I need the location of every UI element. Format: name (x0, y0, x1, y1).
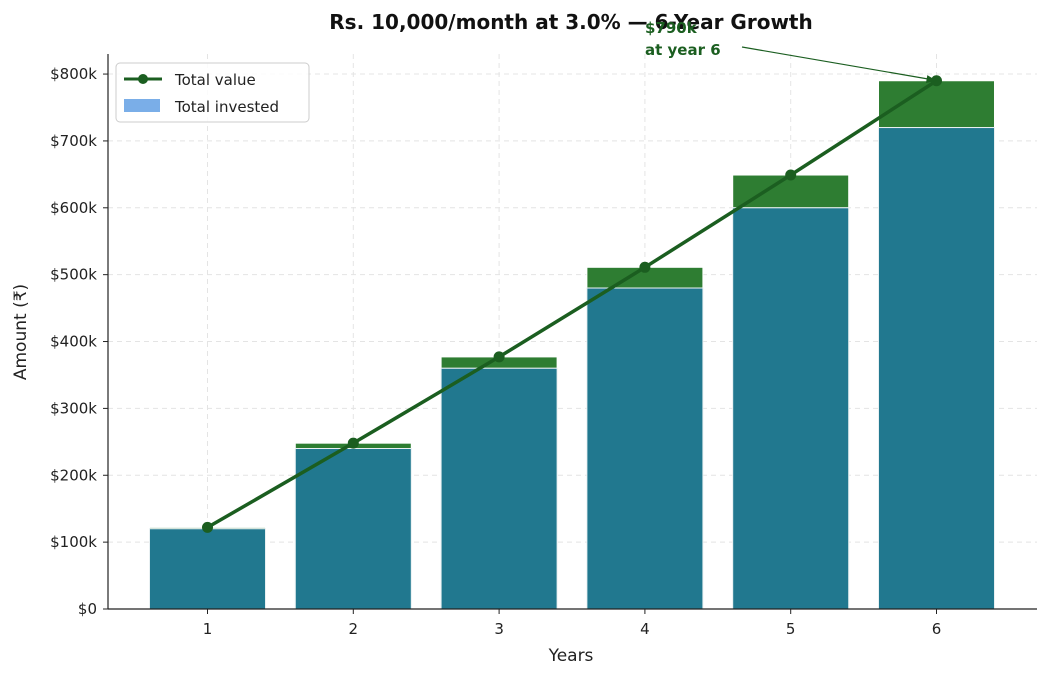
invested-bar (149, 528, 266, 610)
x-axis-title: Years (548, 646, 594, 666)
annotation: $790k at year 6 (645, 19, 937, 83)
x-tick-label: 1 (203, 620, 213, 638)
legend-total-value-marker (138, 74, 148, 84)
y-tick-label: $700k (50, 132, 97, 150)
invested-bar (440, 367, 558, 610)
bars (149, 80, 995, 610)
x-tick-label: 2 (349, 620, 359, 638)
total-value-line-group (202, 75, 942, 533)
growth-bar (878, 80, 995, 129)
x-tick-label: 5 (786, 620, 796, 638)
y-tick-label: $0 (78, 600, 97, 618)
total-value-point (202, 521, 213, 533)
y-tick-label: $100k (50, 533, 97, 551)
tick-labels: $0 $100k $200k $300k $400k $500k $600k $700k $80… (50, 65, 941, 638)
legend-label-total-invested: Total invested (174, 98, 279, 116)
total-value-line (206, 79, 938, 529)
annotation-value-label: $790k (645, 19, 698, 37)
total-value-point (785, 169, 797, 181)
legend-total-invested-swatch (124, 99, 160, 112)
axes (103, 54, 1037, 614)
legend-label-total-value: Total value (174, 71, 256, 89)
chart-title: Rs. 10,000/month at 3.0% — 6-Year Growth (329, 10, 812, 34)
total-value-point (639, 261, 651, 273)
total-value-point (347, 437, 359, 449)
x-tick-label: 3 (494, 620, 504, 638)
annotation-arrow (741, 46, 933, 81)
invested-bar (732, 207, 850, 610)
invested-bar (878, 127, 995, 610)
invested-bar (294, 448, 412, 610)
y-tick-label: $300k (50, 399, 97, 417)
y-tick-label: $200k (50, 466, 97, 484)
y-tick-label: $400k (50, 333, 97, 351)
x-tick-label: 6 (932, 620, 942, 638)
annotation-year-label: at year 6 (645, 41, 721, 59)
legend: Total value Total invested (115, 62, 310, 123)
legend-frame (115, 62, 310, 123)
annotation-arrow-head (925, 75, 937, 83)
y-tick-label: $800k (50, 65, 97, 83)
y-tick-label: $500k (50, 266, 97, 284)
x-tick-label: 4 (640, 620, 650, 638)
y-axis-title: Amount (₹) (11, 284, 31, 380)
invested-bar (586, 287, 704, 610)
y-tick-label: $600k (50, 199, 97, 217)
total-value-point (493, 351, 505, 363)
